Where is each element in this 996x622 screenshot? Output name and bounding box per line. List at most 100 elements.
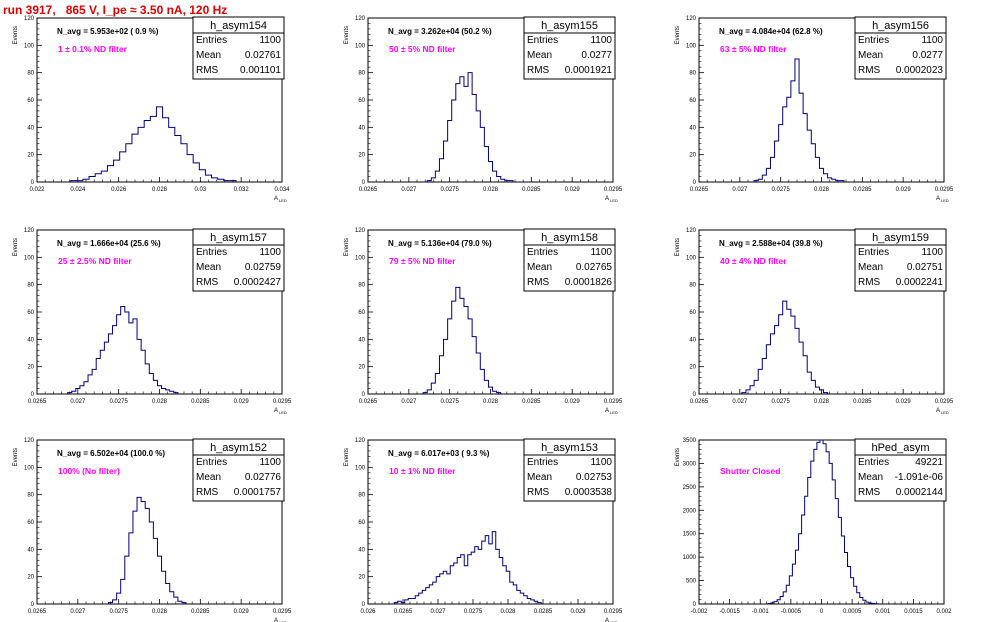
- stats-entries-value: 1100: [921, 247, 943, 258]
- x-tick-label: 0.0295: [604, 187, 623, 193]
- y-tick-label: 80: [27, 493, 34, 499]
- stats-entries-value: 1100: [259, 35, 281, 46]
- x-axis-title: A: [605, 618, 609, 622]
- y-tick-label: 40: [27, 125, 34, 131]
- histogram-series: [67, 306, 179, 394]
- y-tick-label: 60: [27, 310, 34, 316]
- x-tick-label: 0.028: [152, 609, 168, 615]
- y-tick-label: 120: [355, 438, 366, 444]
- x-tick-label: 0.0275: [771, 187, 790, 193]
- stats-box: [854, 438, 947, 502]
- stats-rms-value: 0.0001826: [565, 277, 613, 288]
- stats-rms-label: RMS: [527, 487, 550, 498]
- x-axis-title: A: [605, 196, 609, 202]
- stats-rms-label: RMS: [858, 277, 881, 288]
- x-tick-label: 0.027: [401, 187, 417, 193]
- navg-label: N_avg = 2.588e+04 (39.8 %): [719, 239, 823, 248]
- filter-annotation: 100% (No filter): [58, 466, 120, 476]
- x-tick-label: 0.03: [194, 187, 206, 193]
- stats-rms-value: 0.001101: [240, 65, 281, 76]
- y-tick-label: 40: [27, 547, 34, 553]
- y-axis-title: Events: [344, 238, 350, 256]
- x-tick-label: 0.022: [29, 187, 45, 193]
- stats-box-title: h_asym159: [872, 232, 929, 244]
- x-tick-label: 0.026: [111, 187, 127, 193]
- x-tick-label: -0.0015: [719, 609, 740, 615]
- stats-box: [192, 16, 285, 80]
- x-tick-label: 0.0265: [359, 399, 378, 405]
- y-tick-label: 40: [27, 337, 34, 343]
- histogram-series: [70, 106, 237, 182]
- stats-mean-label: Mean: [196, 262, 221, 273]
- x-tick-label: 0.027: [430, 609, 446, 615]
- stats-entries-value: 1100: [590, 35, 612, 46]
- filter-annotation: Shutter Closed: [720, 466, 780, 476]
- x-tick-label: 0.029: [565, 399, 581, 405]
- y-tick-label: 0: [31, 392, 35, 398]
- y-tick-label: 0: [693, 392, 697, 398]
- stats-entries-value: 1100: [259, 247, 281, 258]
- y-tick-label: 1000: [683, 555, 697, 561]
- y-axis-title: Events: [675, 26, 681, 44]
- x-axis-title-subscript: LED: [279, 410, 287, 415]
- stats-mean-value: 0.02765: [576, 262, 613, 273]
- y-tick-label: 3500: [683, 438, 697, 444]
- x-tick-label: 0.0275: [440, 187, 459, 193]
- stats-entries-label: Entries: [196, 457, 227, 468]
- y-tick-label: 60: [689, 98, 696, 104]
- x-tick-label: 0.0265: [28, 399, 47, 405]
- chart-panel-h_asym158: 0.0265 0.027 0.0275 0.028 0.0285 0.029 0.0295 0…: [344, 228, 623, 415]
- x-tick-label: 0.0015: [904, 609, 923, 615]
- chart-panel-h_asym153: 0.026 0.0265 0.027 0.0275 0.028 0.0285 0.029 0.…: [344, 438, 623, 622]
- y-tick-label: 120: [24, 16, 35, 22]
- stats-rms-label: RMS: [527, 65, 550, 76]
- y-tick-label: 100: [24, 43, 35, 49]
- filter-annotation: 79 ± 5% ND filter: [389, 256, 456, 266]
- y-tick-label: 80: [27, 71, 34, 77]
- y-tick-label: 2000: [683, 508, 697, 514]
- navg-label: N_avg = 5.136e+04 (79.0 %): [388, 239, 492, 248]
- stats-mean-value: -1.091e-06: [895, 472, 944, 483]
- stats-box-title: hPed_asym: [871, 442, 929, 454]
- stats-rms-value: 0.0002023: [896, 65, 944, 76]
- x-tick-label: 0.0275: [109, 399, 128, 405]
- y-tick-label: 100: [686, 43, 697, 49]
- y-axis-title: Events: [13, 448, 19, 466]
- stats-rms-label: RMS: [196, 277, 219, 288]
- navg-label: N_avg = 6.017e+03 ( 9.3 %): [388, 449, 490, 458]
- stats-mean-label: Mean: [196, 472, 221, 483]
- stats-rms-label: RMS: [196, 487, 219, 498]
- x-tick-label: 0.0285: [534, 609, 553, 615]
- y-tick-label: 60: [27, 98, 34, 104]
- stats-entries-label: Entries: [858, 457, 889, 468]
- x-axis-title: A: [936, 196, 940, 202]
- stats-mean-label: Mean: [858, 262, 883, 273]
- y-tick-label: 1500: [683, 532, 697, 538]
- y-tick-label: 0: [362, 602, 366, 608]
- y-axis-title: Events: [13, 26, 19, 44]
- stats-box-title: h_asym153: [541, 442, 598, 454]
- x-tick-label: 0.028: [152, 187, 168, 193]
- stats-mean-label: Mean: [858, 50, 883, 61]
- stats-rms-value: 0.0002144: [896, 487, 944, 498]
- x-tick-label: 0.0285: [522, 187, 541, 193]
- y-tick-label: 60: [27, 520, 34, 526]
- chart-panel-h_asym159: 0.0265 0.027 0.0275 0.028 0.0285 0.029 0.0295 0…: [675, 228, 954, 415]
- stats-mean-value: 0.02751: [907, 262, 944, 273]
- stats-rms-value: 0.0002427: [234, 277, 282, 288]
- y-tick-label: 0: [362, 180, 366, 186]
- stats-box: [854, 16, 947, 80]
- stats-entries-label: Entries: [196, 247, 227, 258]
- stats-box-title: h_asym155: [541, 20, 598, 32]
- navg-label: N_avg = 5.953e+02 ( 0.9 %): [57, 27, 159, 36]
- y-tick-label: 40: [689, 125, 696, 131]
- x-tick-label: 0.028: [814, 399, 830, 405]
- navg-label: N_avg = 1.666e+04 (25.6 %): [57, 239, 161, 248]
- y-axis-title: Events: [13, 238, 19, 256]
- stats-rms-value: 0.0003538: [565, 487, 613, 498]
- stats-box: [192, 438, 285, 502]
- stats-box: [523, 16, 616, 80]
- histogram-series: [741, 300, 829, 394]
- y-tick-label: 120: [686, 16, 697, 22]
- x-tick-label: 0.029: [234, 399, 250, 405]
